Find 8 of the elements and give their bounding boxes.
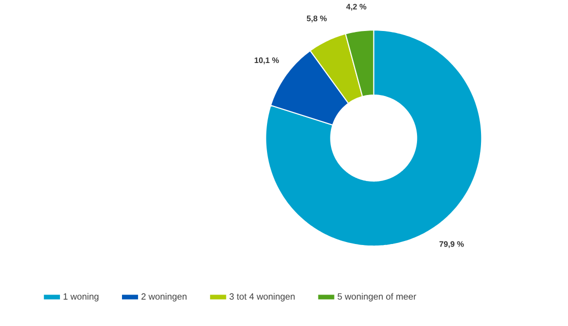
legend-label: 5 woningen of meer [338, 293, 416, 302]
legend-label: 1 woning [64, 293, 98, 302]
legend-label: 3 tot 4 woningen [230, 293, 295, 302]
data-label: 10,1 % [254, 57, 279, 64]
data-label: 79,9 % [439, 241, 464, 248]
legend-label: 2 woningen [142, 293, 186, 302]
data-label: 4,2 % [346, 4, 366, 11]
data-label: 5,8 % [306, 16, 327, 22]
